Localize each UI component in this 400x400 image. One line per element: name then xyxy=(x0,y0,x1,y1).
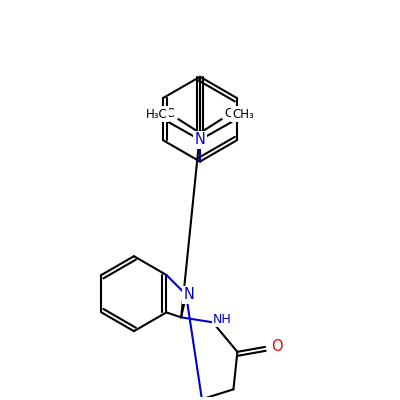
Text: N: N xyxy=(184,287,194,302)
Text: CH₃: CH₃ xyxy=(232,108,254,121)
Text: O: O xyxy=(271,340,283,354)
Text: N: N xyxy=(194,132,206,147)
Text: CH₃: CH₃ xyxy=(225,107,246,120)
Text: NH: NH xyxy=(213,313,232,326)
Text: H₃C: H₃C xyxy=(154,107,175,120)
Text: H₃C: H₃C xyxy=(146,108,168,121)
